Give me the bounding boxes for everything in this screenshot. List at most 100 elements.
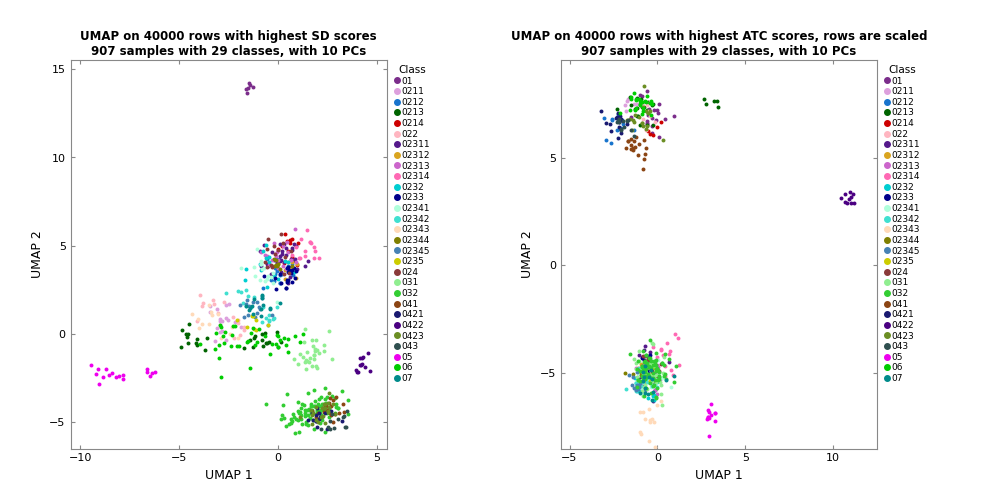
- Point: [650, 356, 666, 364]
- Point: [301, 238, 318, 246]
- Point: [233, 323, 249, 331]
- Point: [330, 404, 346, 412]
- Point: [312, 419, 329, 427]
- Point: [283, 234, 299, 242]
- Point: [666, 112, 682, 120]
- Point: [300, 421, 317, 429]
- Point: [644, 366, 660, 374]
- Point: [640, 375, 656, 384]
- Point: [640, 98, 656, 106]
- Point: [316, 404, 332, 412]
- Point: [283, 254, 299, 262]
- Point: [646, 391, 662, 399]
- Point: [301, 358, 318, 366]
- Point: [318, 400, 334, 408]
- Point: [280, 258, 296, 266]
- Point: [650, 375, 666, 384]
- Point: [623, 113, 639, 121]
- Point: [203, 308, 219, 316]
- Point: [638, 125, 654, 133]
- Point: [648, 373, 664, 382]
- Point: [638, 87, 654, 95]
- Point: [620, 95, 636, 103]
- Point: [619, 97, 635, 105]
- Point: [258, 254, 274, 262]
- Point: [218, 329, 234, 337]
- Point: [202, 302, 218, 310]
- Point: [620, 137, 636, 145]
- Point: [193, 290, 209, 298]
- Point: [648, 349, 664, 357]
- Point: [633, 370, 649, 378]
- Point: [281, 273, 297, 281]
- Point: [627, 143, 643, 151]
- Point: [634, 119, 650, 127]
- Point: [641, 363, 657, 371]
- Point: [637, 366, 653, 374]
- Point: [630, 376, 646, 384]
- Point: [641, 371, 657, 380]
- Point: [640, 377, 656, 386]
- Point: [309, 404, 326, 412]
- Point: [652, 374, 668, 383]
- Point: [637, 357, 653, 365]
- Point: [321, 423, 337, 431]
- Point: [657, 372, 673, 380]
- Point: [627, 373, 643, 382]
- Point: [651, 373, 667, 381]
- Point: [242, 304, 258, 312]
- Point: [275, 262, 291, 270]
- Point: [173, 343, 190, 351]
- Point: [648, 123, 664, 131]
- Point: [257, 258, 273, 266]
- Point: [653, 118, 669, 126]
- X-axis label: UMAP 1: UMAP 1: [205, 469, 253, 482]
- Point: [321, 399, 337, 407]
- Point: [268, 261, 284, 269]
- Point: [631, 91, 647, 99]
- Point: [265, 242, 281, 250]
- Point: [593, 107, 609, 115]
- Point: [628, 364, 644, 372]
- Point: [639, 122, 655, 130]
- Point: [254, 265, 270, 273]
- Point: [320, 409, 336, 417]
- Point: [703, 411, 719, 419]
- Point: [643, 384, 659, 392]
- Point: [707, 96, 723, 104]
- Point: [281, 267, 297, 275]
- Point: [631, 381, 647, 389]
- Point: [629, 382, 645, 390]
- Point: [630, 356, 646, 364]
- Point: [280, 348, 296, 356]
- Point: [642, 99, 658, 107]
- Point: [630, 376, 646, 385]
- Point: [262, 304, 278, 312]
- Point: [613, 116, 629, 124]
- Point: [626, 127, 642, 135]
- Point: [305, 342, 322, 350]
- Point: [630, 364, 646, 372]
- Point: [316, 400, 332, 408]
- Point: [700, 406, 716, 414]
- Point: [321, 399, 337, 407]
- Point: [265, 262, 281, 270]
- Point: [612, 112, 628, 120]
- Point: [311, 406, 328, 414]
- Point: [276, 254, 292, 262]
- Point: [242, 336, 258, 344]
- Point: [259, 283, 275, 291]
- Point: [177, 330, 194, 338]
- Point: [631, 351, 647, 359]
- Point: [308, 346, 325, 354]
- Point: [146, 368, 162, 376]
- Point: [238, 265, 254, 273]
- Point: [631, 371, 647, 379]
- Point: [280, 248, 296, 256]
- Point: [628, 96, 644, 104]
- Point: [302, 414, 319, 422]
- Point: [640, 372, 656, 380]
- Point: [642, 130, 658, 138]
- Point: [644, 99, 660, 107]
- Point: [207, 345, 223, 353]
